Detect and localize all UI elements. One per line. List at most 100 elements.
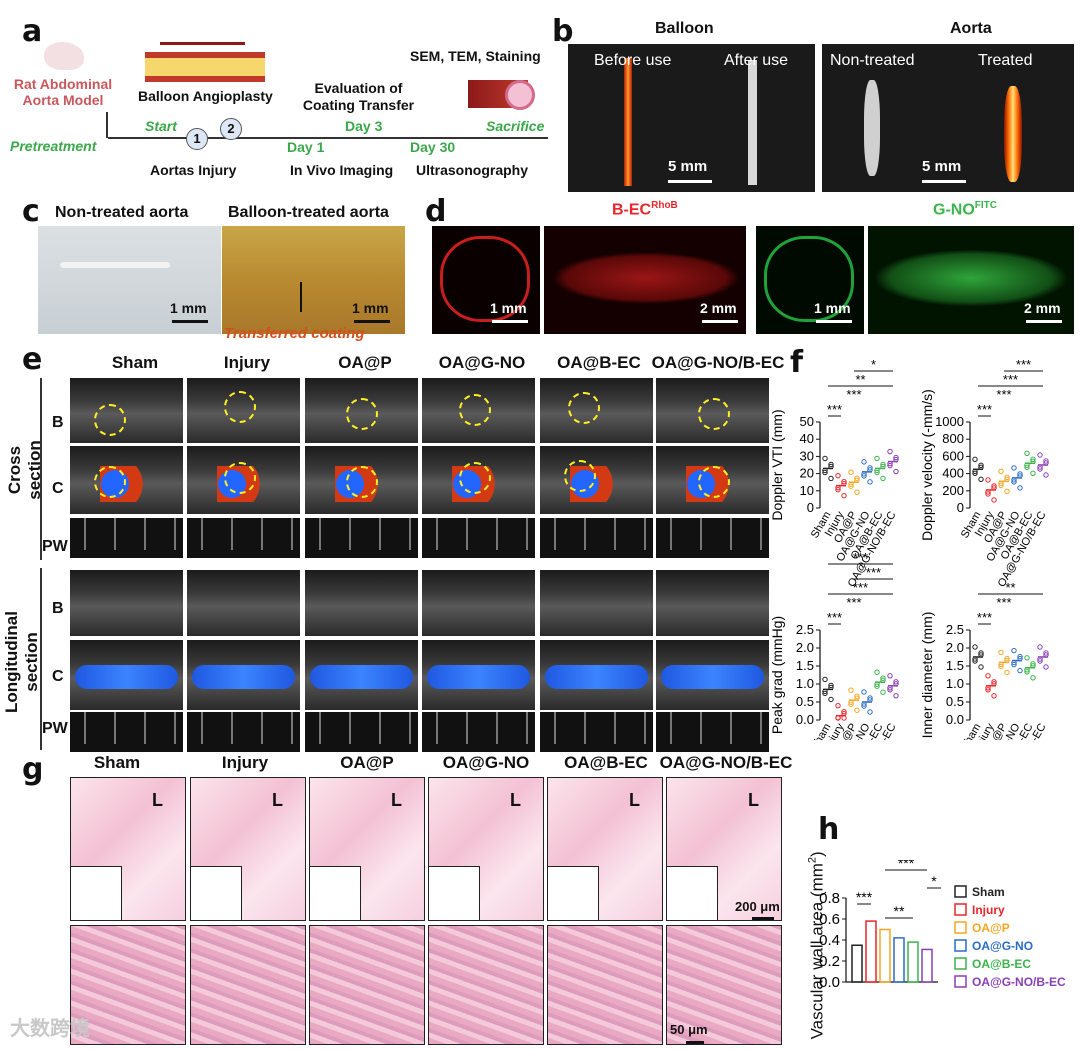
timeline	[108, 137, 548, 139]
f-point-1-3-4	[1011, 479, 1017, 485]
f-point-2-5-0	[887, 673, 893, 679]
h-ticklabel-0: 0.8	[819, 890, 840, 907]
f-point-0-4-0	[874, 455, 880, 462]
f-point-0-2-4	[848, 483, 854, 489]
f-point-2-2-0	[848, 687, 854, 693]
h-sig-0: ***	[856, 889, 873, 905]
f-point-3-2-0	[998, 649, 1004, 656]
aorta-title: Aorta	[950, 20, 992, 37]
green-cross-image	[756, 226, 864, 334]
f-point-3-3-5	[1017, 667, 1023, 674]
f-point-1-4-5	[1030, 470, 1036, 476]
g-col-oap: OA@P	[340, 753, 394, 772]
h-bar-0	[851, 944, 863, 983]
g-no-title: G-NOFITC	[933, 200, 997, 219]
f-point-1-4-0	[1024, 450, 1030, 456]
day-3-label: Day 3	[345, 118, 383, 134]
balloon-vessel-icon	[145, 52, 265, 82]
f-point-3-0-1	[978, 650, 984, 656]
f-point-3-5-5	[1043, 664, 1049, 670]
he-inset-3	[428, 866, 480, 921]
nontreated-label: Non-treated	[830, 52, 915, 69]
f-point-1-4-1	[1030, 456, 1036, 462]
f-ticklabel-1-3: 400	[942, 466, 964, 481]
f-point-3-3-0	[1011, 647, 1017, 654]
f-point-3-4-0	[1024, 655, 1030, 661]
f-point-0-3-4	[861, 473, 867, 479]
h-legend-swatch-2	[954, 921, 967, 934]
lumen-label-5: L	[748, 790, 759, 810]
f-ticklabel-0-2: 30	[800, 448, 814, 463]
d-green-large-scale-bar	[1026, 320, 1062, 323]
f-ylabel-3: Inner diameter (mm)	[919, 612, 935, 739]
f-sig-2-3: ***	[866, 565, 881, 580]
ultrasound-pw-r2-c5	[656, 518, 769, 558]
lumen-circle-b-5	[698, 398, 730, 430]
ultrasound-pw-r2-c0	[70, 518, 183, 558]
ultrasound-pw-r2-c1	[187, 518, 300, 558]
f-ticklabel-0-1: 40	[800, 431, 814, 446]
f-point-1-2-0	[998, 468, 1004, 475]
row-b-longi: B	[52, 600, 64, 617]
h-bar-3	[893, 937, 905, 983]
f-sig-0-1: ***	[846, 387, 861, 402]
f-point-0-1-0	[835, 472, 841, 479]
lumen-circle-c-3	[459, 462, 491, 494]
f-point-0-4-4	[874, 469, 880, 476]
g-top-scale-bar	[752, 917, 774, 920]
lumen-label-2: L	[391, 790, 402, 810]
doppler-flow-r4-c0	[75, 665, 178, 689]
aorta-treated-strip	[1004, 86, 1022, 182]
f-point-2-3-5	[867, 709, 873, 715]
f-point-3-2-1	[1004, 655, 1010, 662]
f-ylabel-0: Doppler VTI (mm)	[769, 409, 785, 520]
f-point-3-1-1	[991, 679, 997, 685]
e-col-sham: Sham	[111, 353, 159, 372]
ultrasound-pw-r5-c4	[540, 712, 653, 752]
lumen-circle-c-1	[224, 462, 256, 494]
f-point-1-4-4	[1024, 464, 1030, 470]
c-right-scale-bar	[354, 320, 390, 323]
f-point-2-1-5	[841, 715, 847, 721]
f-ylabel-1: Doppler velocity (-mm/s)	[919, 389, 935, 541]
ultrasound-b-r3-c2	[305, 570, 418, 636]
f-point-1-3-5	[1017, 485, 1023, 491]
f-point-2-1-0	[835, 702, 841, 709]
lumen-circle-c-0	[94, 466, 126, 498]
c-left-scale-bar	[172, 320, 208, 323]
lumen-circle-b-4	[568, 392, 600, 424]
f-sig-0-2: **	[855, 372, 865, 387]
f-point-0-1-5	[841, 492, 847, 499]
f-point-2-2-1	[854, 693, 860, 699]
f-point-0-3-1	[867, 465, 873, 471]
e-col-gno: OA@G-NO	[438, 353, 526, 372]
c-left-scale-label: 1 mm	[170, 300, 207, 316]
h-legend-label-0: Sham	[972, 885, 1005, 899]
f-point-0-0-1	[828, 461, 834, 468]
f-point-2-3-0	[861, 689, 867, 695]
f-ticklabel-1-0: 1000	[935, 414, 964, 429]
h-ticklabel-4: 0.0	[819, 974, 840, 991]
f-point-0-3-0	[861, 459, 867, 465]
f-point-3-0-5	[978, 664, 984, 670]
f-sig-1-2: ***	[1003, 372, 1018, 387]
f-point-1-2-4	[998, 482, 1004, 489]
h-legend-label-4: OA@B-EC	[972, 957, 1031, 971]
h-sig-1: ***	[898, 860, 915, 871]
rat-icon	[44, 42, 84, 70]
h-bar-1	[865, 920, 877, 983]
f-point-1-5-5	[1043, 472, 1049, 478]
cross-section-label: Cross section	[5, 440, 44, 500]
balloon-before-strip	[624, 58, 632, 186]
sacrifice-label: Sacrifice	[486, 118, 545, 134]
f-point-0-2-0	[848, 469, 854, 475]
f-ticklabel-2-3: 1.0	[796, 676, 814, 691]
balloon-scale-bar	[668, 180, 712, 183]
nontreated-aorta-vessel	[60, 262, 170, 268]
watermark: 大数跨境	[10, 1018, 90, 1040]
f-ticklabel-2-0: 2.5	[796, 622, 814, 637]
h-legend-label-1: Injury	[972, 903, 1005, 917]
g-col-injury: Injury	[221, 753, 269, 772]
f-point-2-3-4	[861, 703, 867, 709]
